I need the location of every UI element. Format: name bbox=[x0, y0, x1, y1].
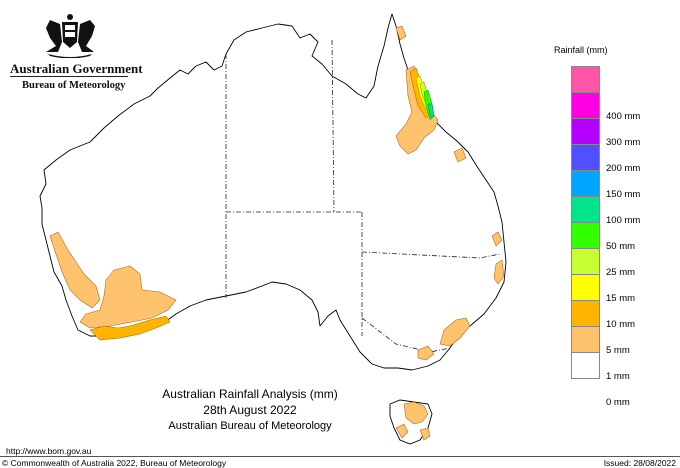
legend-row: 400 mm bbox=[571, 92, 671, 122]
legend-swatch bbox=[571, 118, 600, 145]
legend-label: 10 mm bbox=[606, 319, 636, 330]
coat-of-arms-icon bbox=[46, 14, 95, 58]
legend-label: 50 mm bbox=[606, 241, 636, 252]
legend-row: 300 mm bbox=[571, 118, 671, 148]
legend-label: 5 mm bbox=[606, 345, 630, 356]
legend-swatch bbox=[571, 274, 600, 301]
legend-row: 0 mm bbox=[571, 378, 671, 408]
legend-swatch bbox=[571, 222, 600, 249]
rainfall-legend: 400 mm 300 mm 200 mm 150 mm 100 mm 50 mm 25 mm… bbox=[571, 66, 671, 408]
legend-swatch bbox=[571, 326, 600, 353]
legend-row: 1 mm bbox=[571, 352, 671, 382]
legend-swatch bbox=[571, 170, 600, 197]
legend-label: 400 mm bbox=[606, 111, 641, 122]
legend-row: 5 mm bbox=[571, 326, 671, 356]
legend-swatch bbox=[571, 92, 600, 119]
legend-label: 100 mm bbox=[606, 215, 641, 226]
legend-swatch bbox=[571, 144, 600, 171]
legend-row bbox=[571, 66, 671, 93]
rainfall-1-5mm bbox=[49, 25, 505, 441]
legend-swatch bbox=[571, 196, 600, 223]
footer-divider bbox=[0, 456, 680, 457]
issued-date: Issued: 28/08/2022 bbox=[603, 458, 676, 468]
legend-row: 50 mm bbox=[571, 222, 671, 252]
rainfall-50-100mm bbox=[427, 103, 435, 119]
legend-row: 15 mm bbox=[571, 274, 671, 304]
legend-label: 300 mm bbox=[606, 137, 641, 148]
state-borders bbox=[225, 39, 501, 353]
legend-label: 150 mm bbox=[606, 189, 641, 200]
legend-label: 200 mm bbox=[606, 163, 641, 174]
legend-row: 25 mm bbox=[571, 248, 671, 278]
australia-mainland-outline bbox=[39, 13, 507, 371]
legend-title: Rainfall (mm) bbox=[554, 45, 608, 55]
legend-swatch bbox=[571, 248, 600, 275]
header-divider bbox=[10, 76, 128, 77]
website-link[interactable]: http://www.bom.gov.au bbox=[6, 446, 92, 456]
legend-label: 1 mm bbox=[606, 371, 630, 382]
map-date: 28th August 2022 bbox=[203, 403, 297, 417]
legend-label: 25 mm bbox=[606, 267, 636, 278]
legend-row: 150 mm bbox=[571, 170, 671, 200]
legend-row: 100 mm bbox=[571, 196, 671, 226]
map-source: Australian Bureau of Meteorology bbox=[168, 420, 332, 432]
legend-label: 0 mm bbox=[606, 397, 630, 408]
legend-swatch bbox=[571, 352, 600, 379]
legend-label: 15 mm bbox=[606, 293, 636, 304]
map-title: Australian Rainfall Analysis (mm) bbox=[162, 387, 338, 401]
legend-swatch bbox=[571, 66, 600, 93]
legend-swatch bbox=[571, 300, 600, 327]
legend-row: 10 mm bbox=[571, 300, 671, 330]
map-title-block: Australian Rainfall Analysis (mm) 28th A… bbox=[110, 386, 390, 434]
bureau-title: Bureau of Meteorology bbox=[22, 80, 126, 91]
government-title: Australian Government bbox=[10, 61, 143, 76]
legend-row: 200 mm bbox=[571, 144, 671, 174]
copyright-text: © Commonwealth of Australia 2022, Bureau… bbox=[2, 458, 227, 468]
